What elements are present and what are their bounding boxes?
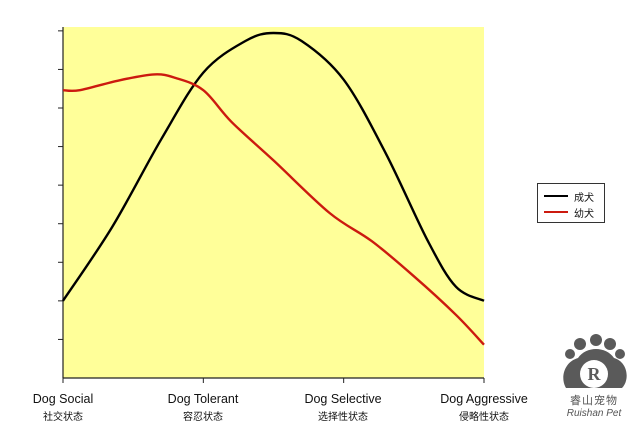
legend-item-puppy: 幼犬	[544, 205, 594, 220]
plot-area	[63, 27, 484, 378]
x-axis-ticks	[62, 378, 485, 383]
x-tick-label-cn: 侵略性状态	[459, 410, 509, 423]
watermark-logo: R 睿山宠物 Ruishan Pet	[556, 332, 632, 424]
y-axis-ticks	[58, 30, 63, 340]
x-tick-label-en: Dog Aggressive	[440, 392, 528, 406]
series-line-adult	[62, 31, 485, 302]
series-line-puppy	[62, 73, 485, 346]
x-tick-label-en: Dog Tolerant	[168, 392, 239, 406]
series-lines	[62, 31, 485, 346]
watermark-name-en: Ruishan Pet	[566, 408, 622, 419]
watermark-badge-icon: R	[563, 334, 627, 388]
legend: 成犬 幼犬	[537, 183, 605, 223]
legend-swatch-puppy	[544, 211, 568, 213]
x-tick-label-cn: 社交状态	[43, 410, 83, 423]
legend-swatch-adult	[544, 195, 568, 197]
legend-label-adult: 成犬	[574, 192, 594, 204]
x-tick-label-cn: 容忍状态	[183, 410, 223, 423]
x-tick-label-cn: 选择性状态	[318, 410, 368, 423]
watermark-name-cn: 睿山宠物	[570, 394, 618, 407]
x-tick-label-en: Dog Social	[33, 392, 93, 406]
legend-label-puppy: 幼犬	[574, 208, 594, 220]
svg-text:R: R	[588, 364, 602, 384]
legend-item-adult: 成犬	[544, 189, 594, 204]
x-tick-label-en: Dog Selective	[304, 392, 381, 406]
